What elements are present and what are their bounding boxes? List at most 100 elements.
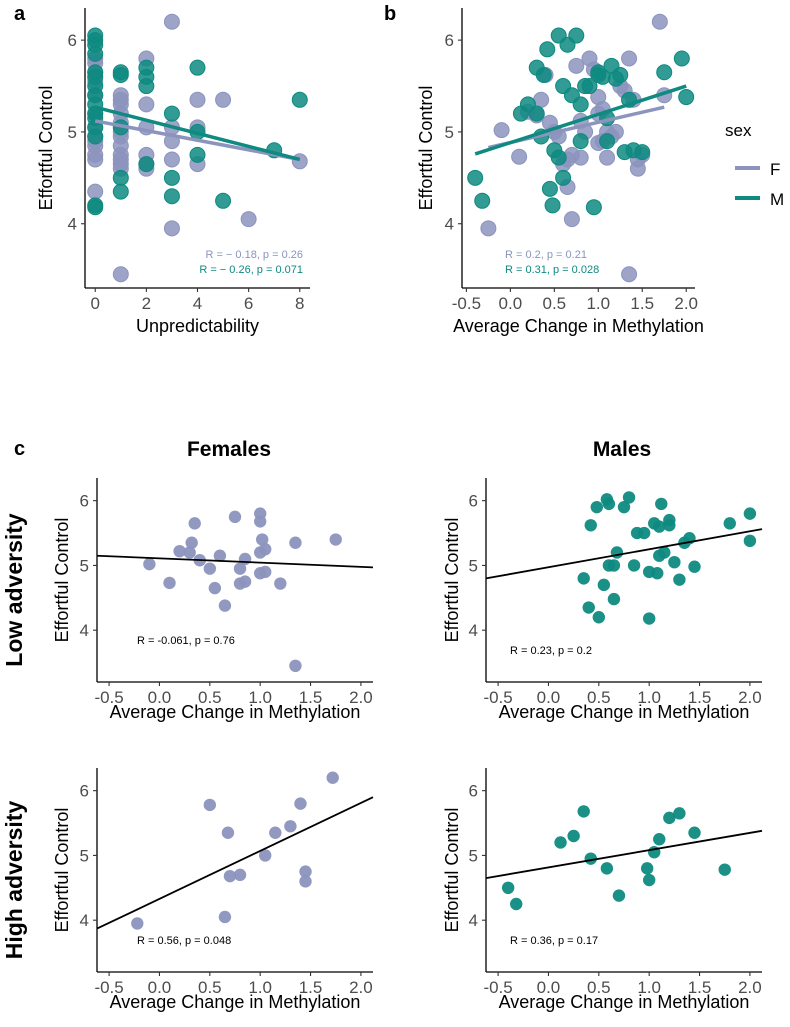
data-point-f xyxy=(294,797,307,810)
data-point-m xyxy=(688,826,701,839)
regression-line-m xyxy=(485,829,763,879)
x-tick-label: 0.5 xyxy=(198,978,222,997)
x-tick-label: 0.0 xyxy=(148,978,172,997)
data-point-f xyxy=(240,211,257,228)
data-point-m xyxy=(743,534,757,548)
data-point-m xyxy=(607,592,621,606)
x-tick-label: 2.0 xyxy=(738,688,762,707)
data-point-m xyxy=(688,560,701,573)
x-tick-label: 1.0 xyxy=(637,978,661,997)
data-point-m xyxy=(668,555,681,569)
data-point-f xyxy=(274,577,287,590)
data-point-f xyxy=(563,211,580,228)
data-point-m xyxy=(592,611,606,624)
data-point-m xyxy=(602,559,616,572)
correlation-annotation-m: R = 0.36, p = 0.17 xyxy=(510,935,598,947)
data-point-m xyxy=(678,89,695,106)
data-point-f xyxy=(131,917,144,930)
data-point-m xyxy=(112,67,129,84)
x-tick-label: 6 xyxy=(244,294,253,313)
regression-line-m xyxy=(94,105,301,162)
data-point-f xyxy=(203,798,217,812)
data-point-m xyxy=(610,546,624,559)
data-point-f xyxy=(221,826,235,839)
data-point-f xyxy=(163,151,180,168)
data-point-f xyxy=(621,50,638,67)
legend-title: sex xyxy=(725,121,752,140)
data-point-f xyxy=(269,826,282,839)
correlation-annotation-m: R = − 0.26, p = 0.071 xyxy=(199,264,303,276)
data-point-m xyxy=(663,519,676,532)
data-point-m xyxy=(581,78,598,95)
data-point-f xyxy=(284,820,297,833)
data-point-f xyxy=(238,552,252,566)
y-tick-label: 5 xyxy=(68,123,77,142)
data-point-f xyxy=(326,771,339,784)
data-point-m xyxy=(138,156,155,173)
data-point-f xyxy=(188,517,201,530)
data-point-f xyxy=(299,865,312,878)
data-point-f xyxy=(213,549,227,562)
data-point-f xyxy=(185,536,198,549)
data-point-m xyxy=(568,27,585,44)
panel-label-b: b xyxy=(384,3,396,25)
y-tick-label: 6 xyxy=(469,782,478,801)
y-tick-label: 6 xyxy=(80,492,89,511)
data-point-m xyxy=(673,50,690,67)
x-tick-label: 0.0 xyxy=(148,688,172,707)
data-point-m xyxy=(474,192,491,209)
data-point-f xyxy=(218,599,232,612)
data-point-m xyxy=(651,567,664,580)
data-point-m xyxy=(572,96,589,113)
data-point-f xyxy=(599,149,616,166)
y-axis-label: Effortful Control xyxy=(52,808,72,933)
data-point-m xyxy=(138,78,155,95)
data-point-f xyxy=(289,659,302,673)
y-tick-label: 4 xyxy=(80,621,89,640)
data-point-m xyxy=(501,881,515,895)
data-point-f xyxy=(259,565,272,579)
data-point-m xyxy=(585,199,602,216)
x-tick-label: 0.0 xyxy=(537,688,561,707)
regression-line-f xyxy=(96,554,374,569)
x-tick-label: 2.0 xyxy=(738,978,762,997)
x-tick-label: 0.5 xyxy=(587,688,611,707)
data-point-m xyxy=(617,500,631,514)
legend: sex F M xyxy=(725,121,784,209)
x-tick-label: 1.5 xyxy=(299,978,323,997)
x-tick-label: 1.0 xyxy=(637,688,661,707)
data-point-f xyxy=(208,581,222,595)
data-point-f xyxy=(163,220,180,237)
data-point-m xyxy=(723,517,736,530)
data-point-m xyxy=(634,144,651,161)
panel-label-c: c xyxy=(14,438,25,460)
x-tick-label: -0.5 xyxy=(452,294,481,313)
x-tick-label: 8 xyxy=(295,294,304,313)
data-point-m xyxy=(743,507,757,520)
data-point-f xyxy=(259,849,272,862)
regression-line-f xyxy=(96,796,374,930)
y-tick-label: 4 xyxy=(68,215,77,234)
x-tick-label: 1.5 xyxy=(688,978,712,997)
data-point-f xyxy=(189,91,206,108)
data-point-m xyxy=(510,897,523,911)
data-point-f xyxy=(238,575,252,588)
data-point-f xyxy=(291,153,308,170)
y-tick-label: 4 xyxy=(469,621,478,640)
data-point-m xyxy=(528,105,545,122)
correlation-annotation-f: R = 0.2, p = 0.21 xyxy=(505,249,587,261)
data-point-m xyxy=(215,192,232,209)
data-point-m xyxy=(653,520,666,533)
x-tick-label: -0.5 xyxy=(94,978,123,997)
data-point-m xyxy=(656,64,673,81)
data-point-f xyxy=(253,515,267,528)
data-point-f xyxy=(183,546,196,559)
data-point-m xyxy=(590,500,604,514)
data-point-f xyxy=(138,96,155,113)
data-point-f xyxy=(493,122,510,139)
correlation-annotation-f: R = -0.061, p = 0.76 xyxy=(137,635,235,647)
y-tick-label: 4 xyxy=(80,911,89,930)
data-point-f xyxy=(233,868,247,882)
x-tick-label: 1.5 xyxy=(688,688,712,707)
